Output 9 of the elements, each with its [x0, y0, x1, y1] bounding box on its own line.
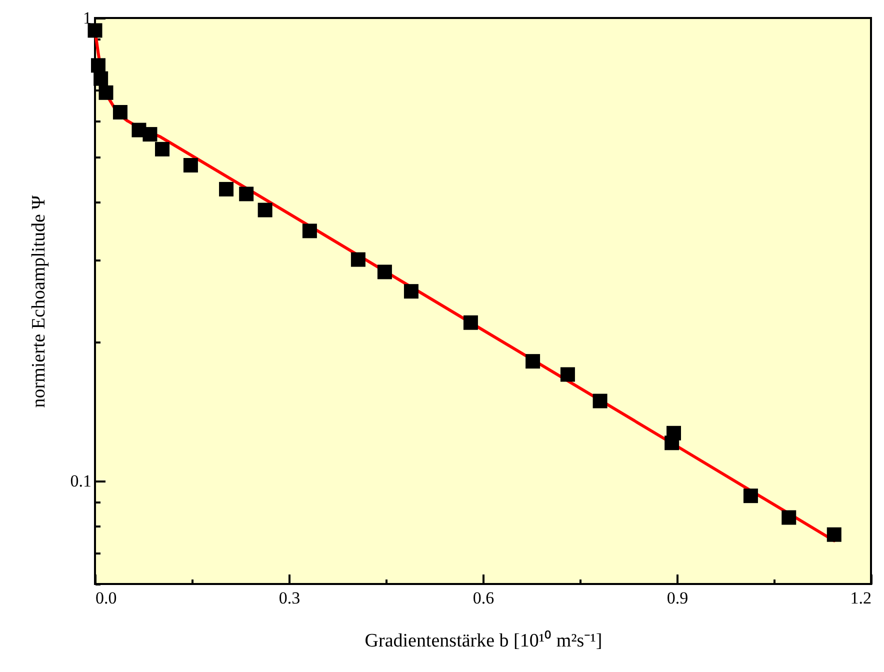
x-tick-label: 0.6 — [472, 588, 494, 608]
x-tick-label: 1.2 — [850, 588, 872, 608]
x-tick-label: 0.0 — [96, 588, 117, 608]
y-tick-label: 1 — [83, 8, 92, 28]
x-tick-label: 0.3 — [278, 588, 300, 608]
y-tick-label: 0.1 — [70, 472, 92, 491]
x-tick-label: 0.9 — [666, 588, 688, 608]
y-axis-title: normierte Echoamplitude Ψ — [28, 195, 50, 408]
x-axis-title: Gradientenstärke b [10¹⁰ m²s⁻¹] — [364, 630, 602, 652]
